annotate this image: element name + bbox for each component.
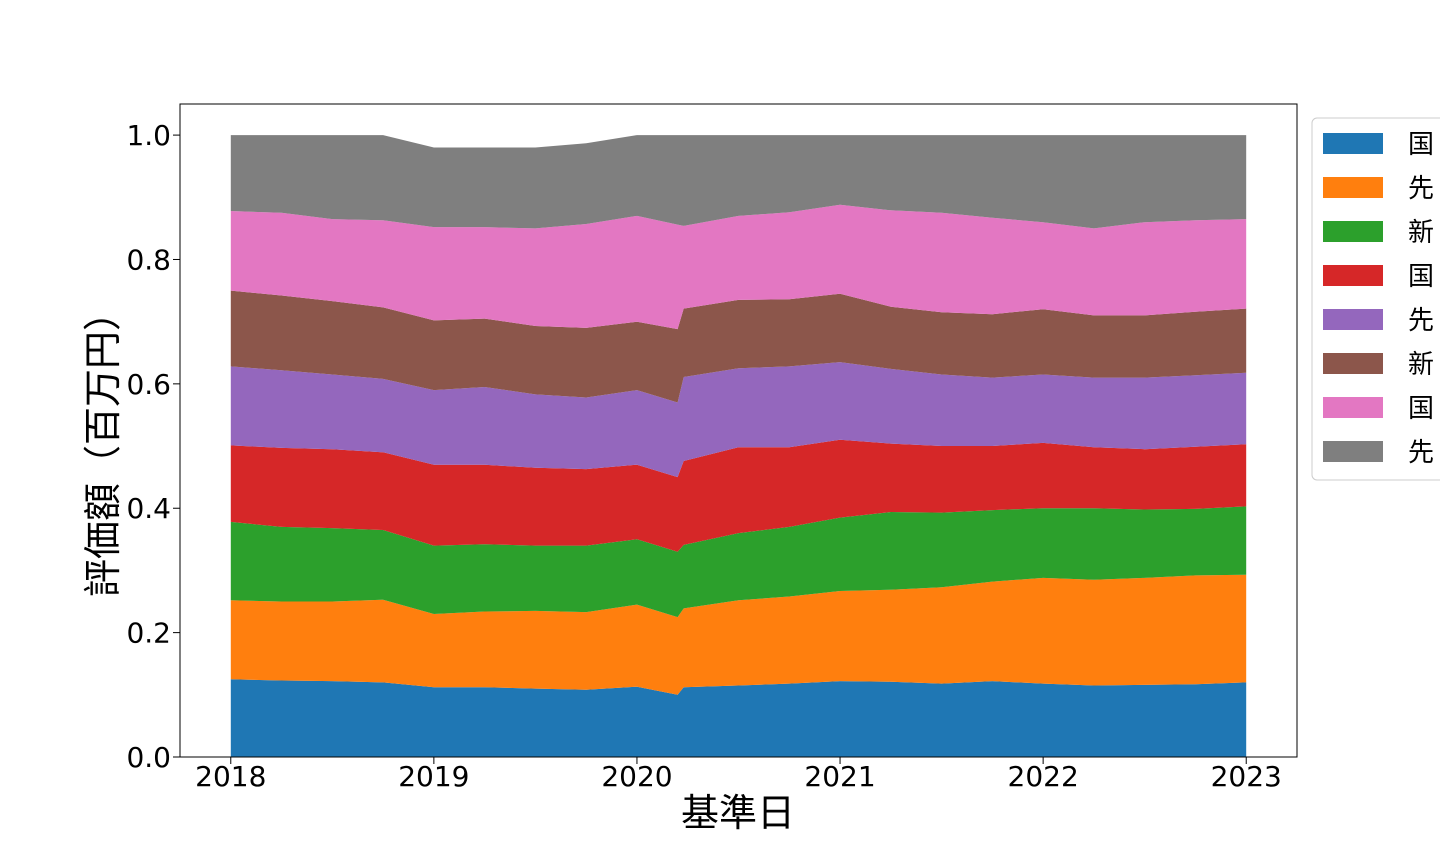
x-tick-label: 2019 (398, 760, 469, 793)
y-tick-label: 0.4 (126, 492, 171, 525)
plot-frame (179, 103, 1298, 758)
series-area-6 (230, 290, 1247, 403)
x-tick-label: 2018 (195, 760, 266, 793)
legend-swatch-8 (1323, 441, 1383, 462)
x-axis-ticks: 2018 2019 2020 2021 2022 2023 (195, 757, 1282, 793)
legend-swatch-1 (1323, 133, 1383, 154)
legend-frame (1311, 117, 1440, 481)
series-area-2 (230, 574, 1247, 695)
legend-label-5: 先 (1408, 306, 1434, 336)
y-axis-title: 評価額（百万円） (81, 293, 125, 597)
legend-swatch-6 (1323, 353, 1383, 374)
legend-label-4: 国 (1408, 262, 1434, 292)
x-axis-title: 基準日 (681, 791, 795, 835)
series-area-8 (230, 135, 1247, 229)
x-tick-label: 2022 (1008, 760, 1079, 793)
x-tick-label: 2020 (601, 760, 672, 793)
y-tick-label: 0.8 (126, 243, 171, 276)
y-tick-label: 0.0 (126, 741, 171, 774)
x-tick-label: 2021 (804, 760, 875, 793)
legend-label-7: 国 (1408, 394, 1434, 424)
x-tick-label: 2023 (1211, 760, 1282, 793)
legend-swatch-7 (1323, 397, 1383, 418)
series-area-1 (230, 679, 1247, 757)
legend-swatch-4 (1323, 265, 1383, 286)
legend-label-2: 先 (1408, 174, 1434, 204)
series-area-5 (230, 362, 1247, 478)
y-axis-ticks: 0.0 0.2 0.4 0.6 0.8 1.0 (126, 119, 180, 774)
legend-swatch-3 (1323, 221, 1383, 242)
series-area-4 (230, 439, 1247, 552)
y-tick-label: 0.2 (126, 617, 171, 650)
series-area-7 (230, 204, 1247, 330)
y-tick-label: 1.0 (126, 119, 171, 152)
legend-label-6: 新 (1408, 350, 1434, 380)
legend-label-3: 新 (1408, 218, 1434, 248)
legend-swatch-5 (1323, 309, 1383, 330)
legend-label-8: 先 (1408, 438, 1434, 468)
y-tick-label: 0.6 (126, 368, 171, 401)
legend-swatch-2 (1323, 177, 1383, 198)
series-areas (230, 135, 1247, 757)
series-area-3 (230, 506, 1247, 618)
legend-label-1: 国 (1408, 130, 1434, 160)
